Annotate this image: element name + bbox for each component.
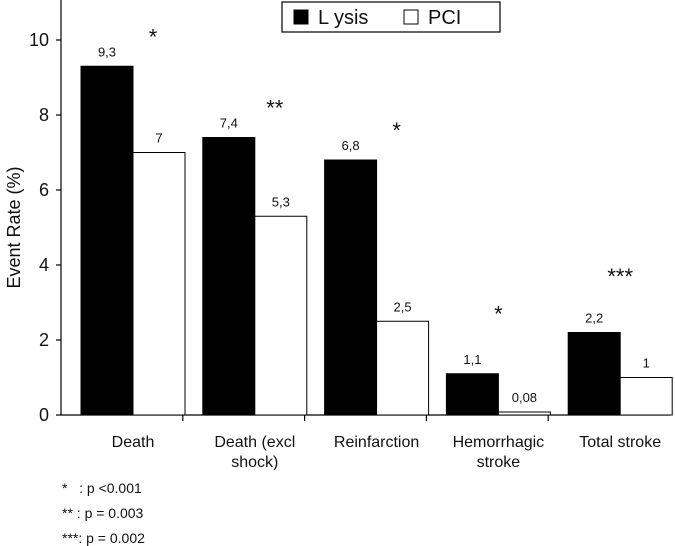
bar-pci [497, 411, 551, 416]
y-axis-title: Event Rate (%) [4, 166, 24, 288]
data-label: 7 [155, 131, 162, 146]
y-tick-label: 6 [39, 180, 49, 200]
data-label: 9,3 [98, 44, 116, 59]
data-label: 7,4 [220, 116, 238, 131]
x-tick-label: shock) [231, 454, 278, 470]
data-label: 5,3 [272, 194, 290, 209]
bar-lysis [80, 65, 134, 416]
y-tick-label: 4 [39, 255, 49, 275]
x-tick-label: Death [112, 434, 155, 451]
legend-box [281, 1, 501, 33]
bar-pci [254, 215, 308, 416]
y-tick-label: 0 [39, 405, 49, 425]
y-tick-label: 2 [39, 330, 49, 350]
bar-lysis [202, 137, 256, 416]
x-tick-label: Hemorrhagic [453, 434, 545, 451]
bar-pci [376, 320, 430, 416]
legend-label-lysis: L ysis [318, 7, 368, 29]
footnote-p-003: ** : p = 0.003 [62, 505, 144, 521]
bar-pci [132, 152, 186, 416]
significance-marker: ** [266, 96, 284, 121]
x-tick-label: Total stroke [579, 434, 661, 451]
legend-swatch-pci [403, 9, 419, 25]
legend-label-pci: PCI [428, 7, 461, 29]
bar-lysis [567, 332, 621, 416]
x-tick-label: Death (excl [214, 434, 295, 451]
legend-swatch-lysis [293, 9, 309, 25]
bar-lysis [445, 373, 499, 416]
significance-marker: * [149, 24, 158, 49]
data-label: 1 [643, 356, 650, 371]
y-tick-label: 8 [39, 105, 49, 125]
data-label: 1,1 [463, 352, 481, 367]
bar-pci [619, 377, 673, 416]
bar-lysis [324, 159, 378, 416]
data-label: 0,08 [512, 390, 537, 405]
x-tick-label: Reinfarction [334, 434, 419, 451]
significance-marker: * [392, 118, 401, 143]
data-label: 2,5 [394, 299, 412, 314]
y-tick-label: 10 [29, 30, 49, 50]
bar-chart: 0 2 4 6 8 10 Event Rate (%) 9,3 7 Death * 7,4 5,3 Dea… [4, 0, 673, 470]
data-label: 6,8 [342, 138, 360, 153]
footnote-p-002: ***: p = 0.002 [62, 530, 145, 546]
significance-marker: *** [607, 264, 633, 289]
footnote-p-001: * : p <0.001 [62, 480, 142, 496]
data-label: 2,2 [585, 311, 603, 326]
x-tick-label: stroke [477, 454, 521, 470]
significance-marker: * [494, 301, 503, 326]
